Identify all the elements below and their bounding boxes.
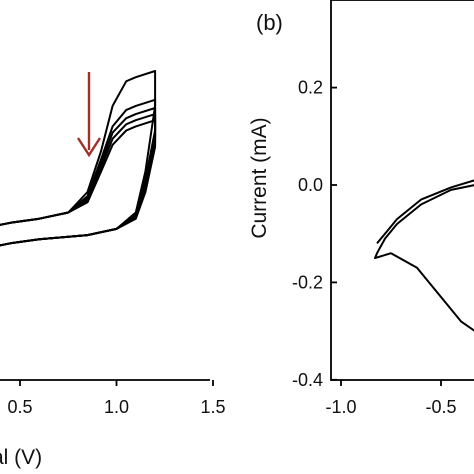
panel-a-cv-trace-5 — [0, 119, 157, 247]
panel-a-x-tick-label: 1.5 — [200, 397, 225, 417]
panel-a-traces — [0, 70, 157, 247]
panel-b-y-tick-label: 0.2 — [298, 78, 323, 98]
panel-a-x-tick-label: 0.5 — [7, 397, 32, 417]
panel-b-cv-trace-1 — [374, 184, 474, 332]
panel-b-frame — [330, 0, 474, 381]
panel-b-traces — [374, 179, 474, 332]
panel-b-label: (b) — [256, 10, 283, 35]
panel-a-x-axis-label: al (V) — [0, 446, 42, 469]
panel-b-y-tick-label: -0.2 — [292, 272, 323, 292]
panel-a-x-ticks: 0.5 1.0 1.5 — [7, 380, 226, 417]
decrease-arrow — [76, 72, 102, 158]
panel-b-ticks: -1.0 -0.5 0.2 0.0 -0.2 -0.4 — [292, 78, 457, 417]
decrease-arrow-head — [76, 137, 102, 158]
panel-b-y-tick-label: 0.0 — [298, 175, 323, 195]
panel-a-x-tick-label: 1.0 — [104, 397, 129, 417]
panel-b-x-tick-label: -1.0 — [325, 397, 356, 417]
panel-b-x-tick-label: -0.5 — [425, 397, 456, 417]
panel-a-cv-trace-1 — [0, 70, 157, 247]
panel-a-cv-trace-4 — [0, 113, 157, 247]
panel-b-y-axis-label: Current (mA) — [248, 117, 271, 238]
panel-b-y-tick-label: -0.4 — [292, 370, 323, 390]
panel-b-cv-trace-2 — [376, 179, 474, 245]
panel-b: -1.0 -0.5 0.2 0.0 -0.2 -0.4 (b) Current (mA) — [248, 0, 474, 417]
panel-a: 0.5 1.0 1.5 al (V) — [0, 70, 226, 469]
panel-a-cv-trace-3 — [0, 107, 157, 247]
